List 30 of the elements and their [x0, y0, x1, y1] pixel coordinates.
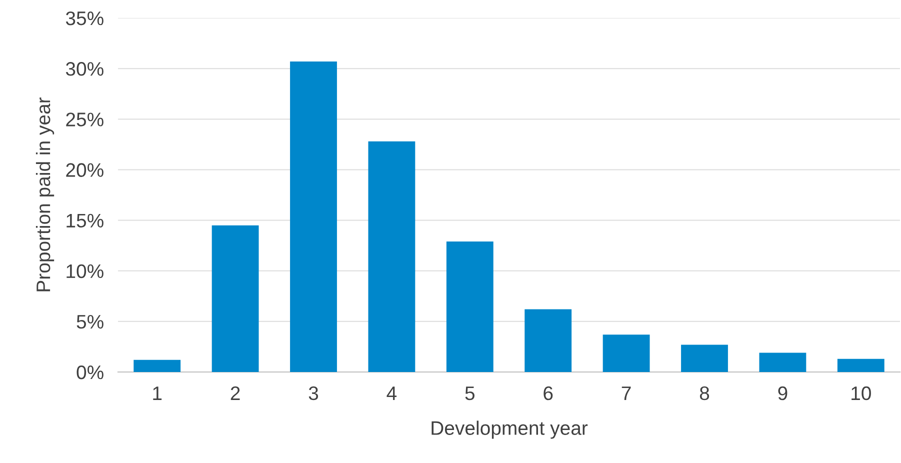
x-tick-label: 10: [852, 386, 871, 400]
bar: [290, 61, 337, 372]
y-tick-label: 30%: [66, 62, 104, 76]
y-tick-label: 20%: [66, 163, 104, 177]
y-tick-label: 25%: [66, 112, 104, 126]
x-tick-label: 3: [308, 386, 318, 400]
y-axis-title: Proportion paid in year: [36, 97, 54, 292]
bar: [837, 358, 884, 372]
bar: [681, 344, 728, 372]
x-tick-label: 6: [544, 386, 553, 400]
y-tick-label: 35%: [66, 11, 104, 26]
x-tick-label: 9: [778, 386, 788, 400]
bar: [759, 352, 806, 372]
bar: [212, 225, 259, 372]
x-tick-label: 7: [622, 386, 631, 400]
y-tick-label: 10%: [66, 264, 104, 278]
bar: [446, 242, 494, 372]
x-tick-label: 2: [230, 386, 240, 400]
x-tick-label: 1: [153, 386, 162, 400]
bar: [368, 141, 416, 372]
bar: [134, 360, 181, 372]
y-tick-label: 5%: [76, 314, 104, 329]
x-tick-label: 5: [465, 386, 474, 400]
bar: [524, 309, 572, 372]
x-tick-label: 4: [386, 386, 397, 400]
x-axis-title: Development year: [432, 420, 588, 439]
y-tick-label: 0%: [76, 365, 104, 380]
bar: [602, 334, 650, 372]
y-tick-label: 15%: [66, 214, 104, 228]
x-tick-label: 8: [700, 386, 710, 400]
